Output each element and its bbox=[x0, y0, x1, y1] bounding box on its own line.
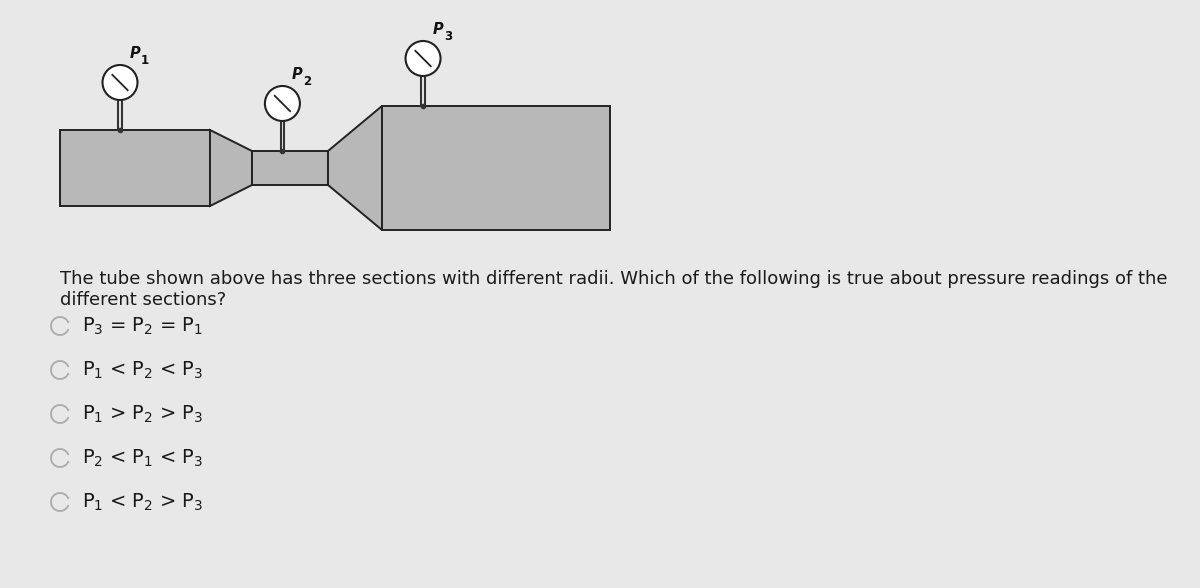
Circle shape bbox=[265, 86, 300, 121]
Text: 2: 2 bbox=[304, 75, 312, 88]
Text: The tube shown above has three sections with different radii. Which of the follo: The tube shown above has three sections … bbox=[60, 270, 1168, 309]
Circle shape bbox=[406, 41, 440, 76]
Polygon shape bbox=[382, 106, 610, 230]
Polygon shape bbox=[252, 151, 328, 185]
Text: P$_2$ < P$_1$ < P$_3$: P$_2$ < P$_1$ < P$_3$ bbox=[82, 447, 203, 469]
Text: 3: 3 bbox=[444, 30, 452, 43]
Text: P: P bbox=[292, 67, 302, 82]
Text: P$_3$ = P$_2$ = P$_1$: P$_3$ = P$_2$ = P$_1$ bbox=[82, 315, 203, 337]
Text: P$_1$ > P$_2$ > P$_3$: P$_1$ > P$_2$ > P$_3$ bbox=[82, 403, 203, 425]
Text: 1: 1 bbox=[142, 54, 149, 67]
Text: P$_1$ < P$_2$ < P$_3$: P$_1$ < P$_2$ < P$_3$ bbox=[82, 359, 203, 380]
Polygon shape bbox=[210, 130, 252, 206]
Text: P: P bbox=[433, 22, 444, 37]
Polygon shape bbox=[60, 130, 210, 206]
Text: P$_1$ < P$_2$ > P$_3$: P$_1$ < P$_2$ > P$_3$ bbox=[82, 492, 203, 513]
Text: P: P bbox=[130, 46, 140, 61]
Polygon shape bbox=[328, 106, 382, 230]
Circle shape bbox=[102, 65, 138, 100]
